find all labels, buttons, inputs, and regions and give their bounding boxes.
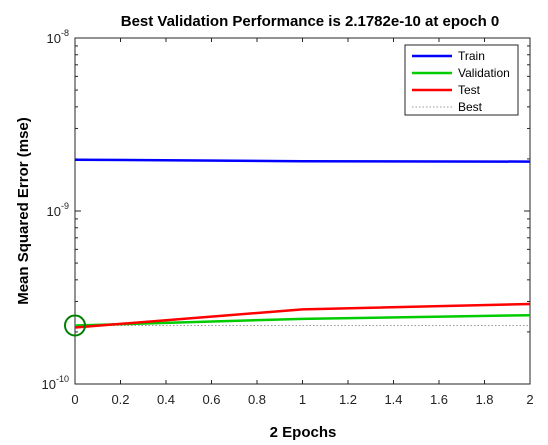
best-epoch-marker xyxy=(64,314,86,337)
series-test-line xyxy=(74,302,531,329)
x-tick-label: 0 xyxy=(71,392,78,407)
x-tick-label: 1.4 xyxy=(384,392,402,407)
series-lines xyxy=(64,158,531,337)
x-tick-label: 0.8 xyxy=(248,392,266,407)
y-axis-label: Mean Squared Error (mse) xyxy=(15,117,32,305)
x-tick-label: 0.6 xyxy=(202,392,220,407)
x-tick-label: 0.4 xyxy=(157,392,175,407)
legend-label-test: Test xyxy=(458,83,481,97)
legend-label-validation: Validation xyxy=(458,66,510,80)
axis-ticks: 0 0.2 0.4 0.6 0.8 1 1.2 1.4 1.6 1.8 2 10-10 10-9 10-8 xyxy=(42,28,534,407)
x-tick-label: 1.6 xyxy=(430,392,448,407)
chart-legend: Train Validation Test Best xyxy=(404,44,519,116)
series-train-line xyxy=(74,158,531,163)
x-tick-label: 1.2 xyxy=(339,392,357,407)
legend-label-train: Train xyxy=(458,49,485,63)
y-tick-label: 10-9 xyxy=(47,201,69,219)
y-tick-label: 10-8 xyxy=(47,28,69,46)
y-tick-label: 10-10 xyxy=(42,374,69,392)
x-tick-label: 1 xyxy=(299,392,306,407)
series-validation-line xyxy=(74,313,531,327)
x-axis-label: 2 Epochs xyxy=(270,424,337,441)
legend-label-best: Best xyxy=(458,100,483,114)
chart-title: Best Validation Performance is 2.1782e-1… xyxy=(121,13,500,30)
x-tick-label: 1.8 xyxy=(475,392,493,407)
x-tick-label: 0.2 xyxy=(111,392,129,407)
x-tick-label: 2 xyxy=(526,392,533,407)
